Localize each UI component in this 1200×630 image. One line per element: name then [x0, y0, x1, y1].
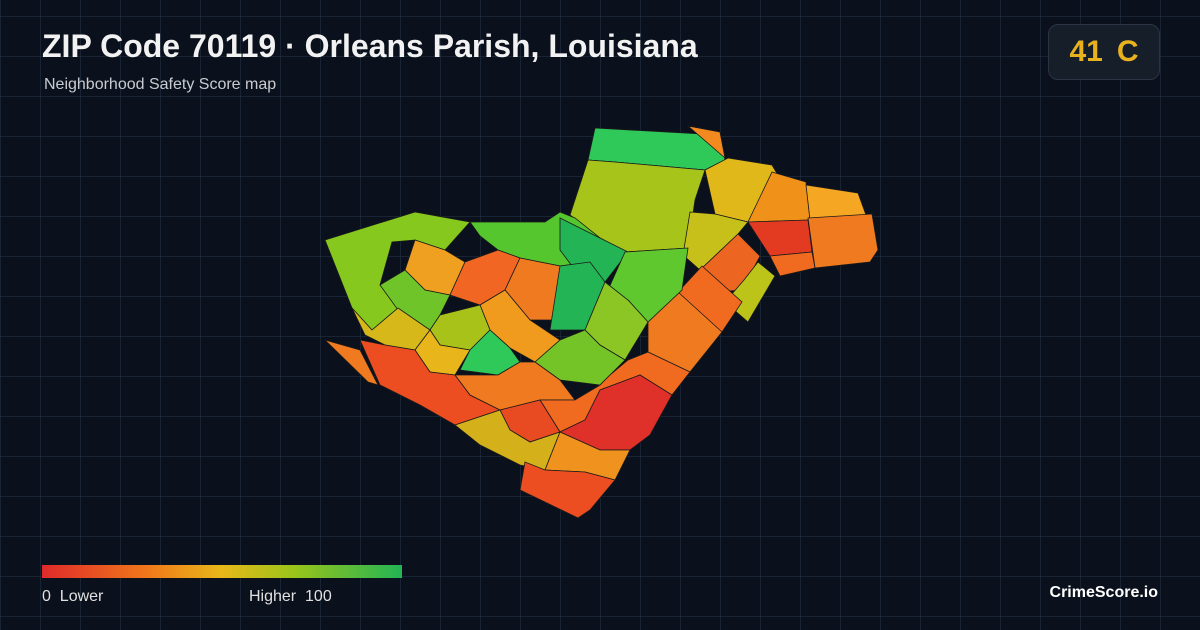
score-value: 41	[1069, 35, 1103, 68]
score-badge: 41 C	[1048, 24, 1160, 80]
neighborhoods	[324, 125, 879, 519]
legend-max-label: Higher	[249, 588, 297, 605]
legend-min-label: Lower	[59, 588, 104, 605]
score-grade: C	[1116, 35, 1139, 68]
legend-min-value: 0	[42, 588, 51, 605]
legend-min: 0 Lower	[42, 588, 103, 606]
subtitle: Neighborhood Safety Score map	[44, 76, 277, 93]
brand: CrimeScore.io	[1049, 584, 1158, 601]
legend-max-value: 100	[305, 588, 332, 605]
legend-gradient	[42, 565, 402, 578]
title: ZIP Code 70119 · Orleans Parish, Louisia…	[42, 28, 698, 64]
legend-max: Higher 100	[249, 588, 332, 606]
